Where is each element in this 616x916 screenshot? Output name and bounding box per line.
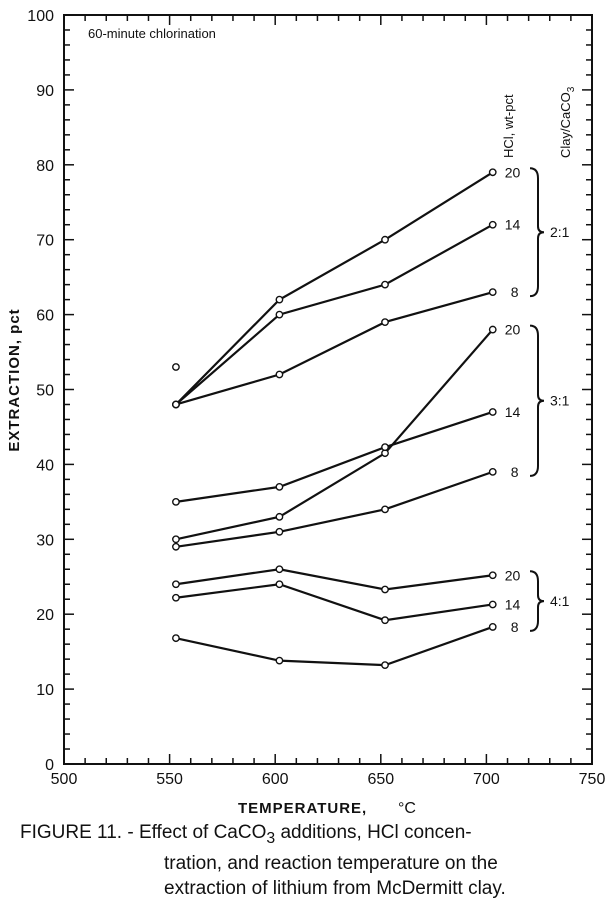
y-tick-label: 20 [36, 607, 54, 624]
series-label: 8 [511, 464, 519, 480]
data-point [172, 542, 180, 551]
y-tick-label: 60 [36, 308, 54, 325]
y-tick-label: 70 [36, 233, 54, 250]
data-point [172, 593, 180, 602]
data-point [381, 443, 389, 452]
data-point [275, 656, 284, 665]
series-label: 20 [505, 164, 521, 180]
data-point [488, 168, 497, 177]
group-label: 4:1 [550, 593, 570, 609]
data-point [488, 600, 497, 609]
y-tick-label: 90 [36, 83, 54, 100]
ratio-column-header: Clay/CaCO3 [558, 86, 577, 158]
series-line [175, 583, 493, 622]
line-chart: 500 550 600 650 700 750 0 10 20 30 40 50 60 70 80 90 10… [6, 8, 606, 817]
y-tick-label: 40 [36, 457, 54, 474]
hcl-column-header: HCl, wt-pct [501, 94, 516, 158]
series-line [175, 223, 494, 406]
x-axis-title: TEMPERATURE, [238, 800, 367, 817]
group-braces: 2:1 3:1 4:1 [529, 167, 570, 632]
series-line [175, 171, 494, 406]
data-point [172, 535, 180, 544]
y-tick-label: 80 [36, 158, 54, 175]
data-point [275, 482, 284, 491]
caption-line1-rest: additions, HCl concen- [275, 822, 472, 843]
data-point [381, 318, 389, 326]
data-point [172, 634, 180, 643]
data-point [381, 585, 389, 594]
x-tick-label: 700 [473, 771, 500, 788]
ratio-header-subscript: 3 [566, 86, 577, 92]
data-point [172, 580, 180, 589]
data-point [172, 497, 180, 506]
data-point [381, 280, 389, 289]
series-label: 8 [511, 619, 519, 635]
group-brace [529, 324, 545, 477]
x-axis-unit: °C [398, 800, 416, 817]
data-point [275, 295, 284, 304]
series-line [175, 625, 494, 667]
data-point [381, 616, 389, 625]
y-axis-ticks: 0 10 20 30 40 50 60 70 80 90 100 [27, 8, 592, 774]
data-point [488, 408, 497, 416]
caption-line-3: extraction of lithium from McDermitt cla… [164, 877, 506, 899]
group-label: 3:1 [550, 393, 570, 409]
series-label: 20 [505, 567, 521, 583]
chart-annotation: 60-minute chlorination [88, 26, 216, 41]
series-line [175, 328, 494, 541]
x-tick-label: 500 [51, 771, 78, 788]
series-label: 20 [505, 322, 521, 338]
series-layer [172, 168, 497, 670]
group-brace [529, 570, 545, 632]
series-line [175, 568, 493, 591]
x-tick-label: 750 [579, 771, 606, 788]
data-point [275, 512, 284, 521]
data-point [275, 310, 284, 319]
series-label: 14 [505, 217, 521, 233]
data-point [172, 400, 180, 409]
data-point [488, 288, 497, 297]
y-tick-label: 30 [36, 532, 54, 549]
data-point [275, 580, 284, 589]
series-line [175, 410, 494, 503]
data-point [381, 661, 389, 670]
data-point [488, 623, 497, 631]
y-tick-label: 100 [27, 8, 54, 25]
data-point [488, 571, 497, 580]
data-point [381, 235, 389, 244]
x-tick-label: 600 [262, 771, 289, 788]
x-tick-label: 550 [156, 771, 183, 788]
series-line [175, 470, 494, 548]
series-label: 14 [505, 596, 521, 612]
data-point [488, 220, 497, 229]
y-tick-label: 0 [45, 757, 54, 774]
group-label: 2:1 [550, 224, 570, 240]
figure-caption: FIGURE 11. - Effect of CaCO3 additions, … [20, 820, 610, 901]
y-axis-title: EXTRACTION, pct [6, 308, 23, 451]
series-line [175, 291, 494, 406]
data-point [275, 565, 284, 574]
y-tick-label: 10 [36, 682, 54, 699]
data-point [275, 370, 284, 379]
data-point [488, 467, 497, 476]
series-labels: 20 14 8 20 14 8 20 14 8 [505, 164, 521, 635]
data-point [172, 363, 180, 371]
x-axis-ticks: 500 550 600 650 700 750 [51, 15, 606, 788]
ratio-header-text: Clay/CaCO [558, 92, 573, 158]
data-point [488, 325, 497, 334]
data-point [381, 505, 389, 514]
caption-prefix: FIGURE 11. - Effect of CaCO [20, 822, 267, 843]
data-point [275, 527, 284, 536]
caption-subscript: 3 [266, 829, 276, 847]
caption-line-1: FIGURE 11. - Effect of CaCO3 additions, … [20, 820, 610, 851]
group-brace [529, 167, 545, 298]
y-tick-label: 50 [36, 383, 54, 400]
series-label: 8 [511, 284, 519, 300]
series-label: 14 [505, 404, 521, 420]
caption-line-2: tration, and reaction temperature on the [164, 852, 498, 874]
x-tick-label: 650 [367, 771, 394, 788]
